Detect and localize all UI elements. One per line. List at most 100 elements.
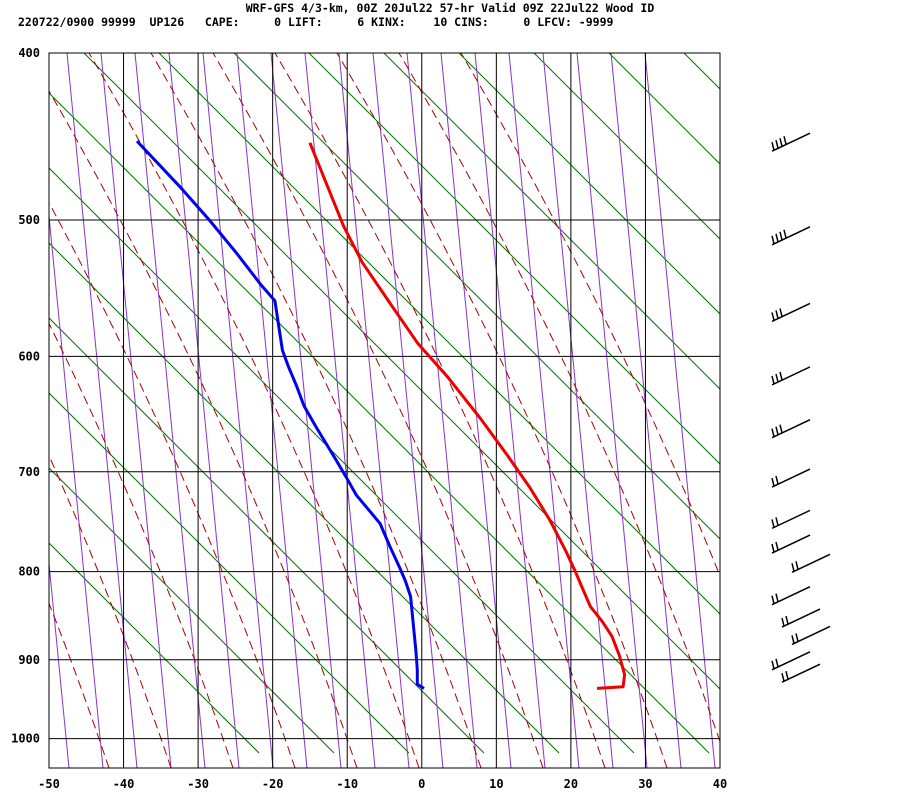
barb-staff: [771, 651, 811, 671]
barb-flag: [771, 235, 775, 244]
barb-flag: [791, 635, 795, 644]
isentrope-line: [66, 53, 138, 768]
barb-flag: [775, 310, 779, 319]
barb-flag: [771, 312, 775, 321]
isentrope-line: [372, 53, 444, 768]
wind-barb: [791, 625, 831, 646]
isentrope-line: [406, 53, 478, 768]
barb-flag: [775, 517, 779, 526]
y-tick-label: 900: [18, 653, 40, 667]
wind-barb: [771, 534, 811, 554]
adiabat-line: [150, 53, 482, 768]
isentrope-line: [338, 53, 410, 768]
barb-flag: [785, 615, 789, 625]
mixing-line: [383, 53, 720, 390]
isentrope-line: [610, 53, 682, 768]
barb-flag: [791, 563, 795, 572]
barb-staff: [771, 132, 811, 152]
mixing-line: [49, 542, 260, 754]
barb-staff: [771, 586, 811, 606]
mixing-line: [49, 317, 485, 754]
isentrope-line: [644, 53, 716, 768]
y-tick-label: 600: [18, 349, 40, 363]
barb-flag: [775, 373, 779, 383]
wind-barb: [781, 608, 821, 628]
wind-barb: [771, 651, 811, 671]
barb-flag: [775, 233, 779, 242]
barb-flag: [783, 135, 787, 145]
x-tick-label: 40: [713, 777, 727, 791]
barb-staff: [781, 608, 821, 628]
x-tick-label: 20: [564, 777, 578, 791]
isentrope-line: [474, 53, 546, 768]
x-tick-label: -50: [38, 777, 60, 791]
mixing-line: [458, 53, 720, 315]
wind-barb: [771, 366, 811, 386]
adiabat-line: [274, 53, 606, 768]
barb-flag: [775, 658, 779, 667]
wind-barb: [771, 419, 811, 439]
barb-staff: [771, 226, 811, 246]
barb-flag: [795, 561, 799, 570]
adiabat-line: [49, 201, 296, 768]
adiabat-line: [212, 53, 544, 768]
barb-flag: [775, 139, 779, 149]
isentrope-line: [134, 53, 206, 768]
y-tick-label: 500: [18, 213, 40, 227]
wind-barb: [771, 586, 811, 606]
mixing-line: [834, 53, 900, 753]
y-tick-label: 400: [18, 46, 40, 60]
barb-staff: [791, 625, 831, 646]
mixing-line: [308, 53, 720, 465]
barb-flag: [795, 633, 799, 642]
isentrope-line: [100, 53, 172, 768]
y-tick-label: 1000: [11, 732, 40, 746]
barb-flag: [779, 308, 783, 317]
adiabat-line: [49, 89, 358, 768]
isentrope-line: [49, 558, 70, 768]
wind-barb: [771, 302, 811, 323]
dewpoint-line: [135, 140, 425, 690]
barb-flag: [781, 617, 785, 627]
mixing-line: [49, 392, 410, 754]
x-tick-label: -40: [113, 777, 135, 791]
barb-flag: [785, 670, 789, 680]
isentrope-line: [49, 211, 104, 768]
mixing-line: [533, 53, 720, 240]
barb-flag: [771, 660, 775, 669]
wind-barb: [781, 663, 821, 683]
adiabat-line: [88, 53, 420, 768]
barb-staff: [771, 468, 811, 488]
barb-staff: [771, 509, 811, 530]
barb-staff: [791, 553, 831, 573]
isentrope-line: [236, 53, 308, 768]
x-tick-label: 30: [638, 777, 652, 791]
wind-barb: [791, 553, 831, 573]
barb-flag: [771, 519, 775, 528]
mixing-line: [608, 53, 720, 165]
isentrope-line: [542, 53, 614, 768]
barb-flag: [771, 477, 775, 487]
mixing-line: [83, 53, 720, 690]
background-lines: [49, 53, 900, 768]
barb-flag: [781, 672, 785, 682]
barb-flag: [771, 595, 775, 604]
x-tick-label: -30: [187, 777, 209, 791]
chart-title: WRF-GFS 4/3-km, 00Z 20Jul22 57-hr Valid …: [246, 1, 655, 15]
barb-flag: [771, 141, 775, 151]
x-tick-label: 10: [489, 777, 503, 791]
barb-staff: [781, 663, 821, 683]
barb-flag: [771, 375, 775, 385]
mixing-line: [49, 92, 710, 754]
barb-flag: [779, 424, 783, 433]
wind-barb: [771, 226, 811, 246]
barb-flag: [775, 541, 779, 551]
barb-flag: [771, 543, 775, 553]
temperature-line: [308, 142, 627, 690]
barb-flag: [779, 137, 783, 147]
isentrope-line: [202, 53, 274, 768]
x-tick-label: 0: [418, 777, 425, 791]
plot-frame: [48, 52, 721, 769]
barb-flag: [779, 231, 783, 240]
